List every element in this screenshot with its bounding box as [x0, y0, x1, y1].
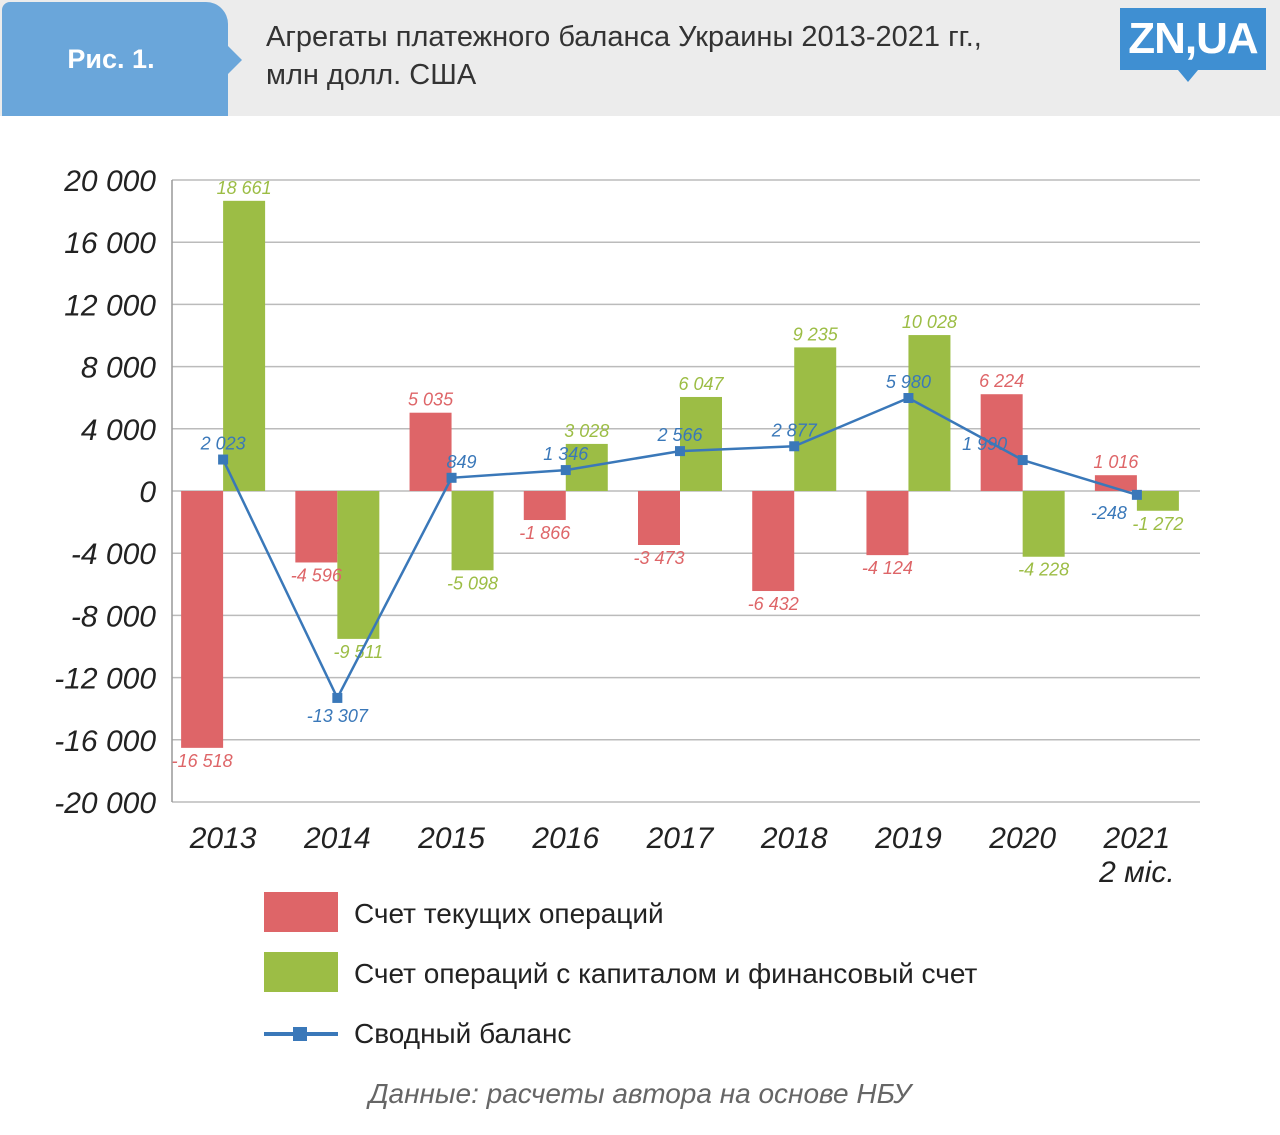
- source-note: Данные: расчеты автора на основе НБУ: [368, 1078, 912, 1109]
- data-label-current: -4 596: [291, 565, 343, 585]
- bar-current: [866, 491, 909, 556]
- data-label-capital: -1 272: [1132, 514, 1183, 534]
- y-tick-label: 16 000: [64, 227, 156, 260]
- x-tick-label: 2021: [1103, 822, 1171, 855]
- y-tick-label: -8 000: [71, 600, 156, 633]
- data-label-balance: 1 346: [543, 444, 589, 464]
- x-tick-label: 2019: [874, 822, 942, 855]
- data-label-current: -6 432: [748, 594, 799, 614]
- zn-ua-logo: ZN,UA: [1120, 8, 1266, 82]
- data-label-balance: 849: [447, 452, 477, 472]
- bar-current: [1094, 475, 1137, 491]
- bar-current: [181, 491, 224, 748]
- balance-point: [675, 446, 685, 457]
- data-label-balance: 2 566: [656, 425, 703, 445]
- bar-current: [295, 491, 338, 563]
- data-label-capital: -9 511: [333, 642, 383, 662]
- legend-label-balance: Сводный баланс: [354, 1018, 572, 1049]
- y-tick-label: -20 000: [54, 787, 156, 820]
- balance-point: [789, 441, 800, 452]
- y-tick-label: -4 000: [71, 538, 156, 571]
- legend-item-current: Счет текущих операций: [264, 892, 1064, 934]
- data-label-capital: 6 047: [678, 374, 724, 394]
- data-label-current: 6 224: [979, 371, 1024, 391]
- data-label-capital: 10 028: [902, 312, 957, 332]
- y-tick-label: 20 000: [63, 165, 156, 198]
- x-tick-label: 2017: [646, 822, 715, 855]
- legend-item-balance: Сводный баланс: [264, 1012, 1064, 1054]
- balance-point: [1131, 489, 1142, 500]
- legend-label-capital: Счет операций с капиталом и финансовый с…: [354, 958, 978, 989]
- x-tick-label: 2020: [988, 822, 1056, 855]
- data-label-capital: 3 028: [564, 421, 609, 441]
- legend-item-capital: Счет операций с капиталом и финансовый с…: [264, 952, 1064, 994]
- bar-current: [638, 491, 680, 546]
- chart-title-line-2: млн долл. США: [266, 59, 477, 91]
- data-label-balance: -248: [1091, 503, 1127, 523]
- bar-capital: [337, 491, 380, 639]
- data-label-capital: 18 661: [217, 178, 272, 198]
- data-label-balance: -13 307: [307, 706, 369, 726]
- legend-swatch-capital: [264, 952, 338, 992]
- balance-point: [903, 393, 914, 404]
- x-tick-label: 2018: [760, 822, 828, 855]
- data-label-current: -3 473: [633, 548, 684, 568]
- y-tick-label: -12 000: [54, 663, 156, 696]
- bar-capital: [794, 347, 837, 491]
- bar-current: [752, 491, 795, 592]
- y-tick-label: 4 000: [81, 414, 156, 447]
- data-label-balance: 2 877: [771, 420, 818, 440]
- y-tick-label: 8 000: [81, 352, 156, 385]
- data-label-capital: -5 098: [447, 573, 498, 593]
- balance-point: [446, 472, 457, 483]
- data-label-current: -1 866: [519, 523, 571, 543]
- data-label-balance: 2 023: [200, 434, 246, 454]
- bar-capital: [908, 335, 951, 491]
- chart-title: Агрегаты платежного баланса Украины 2013…: [266, 18, 1096, 94]
- legend-swatch-balance: [264, 1027, 338, 1041]
- x-tick-sublabel: 2 міс.: [1098, 856, 1175, 889]
- x-tick-label: 2015: [417, 822, 485, 855]
- header-band: Рис. 1. Агрегаты платежного баланса Укра…: [0, 0, 1280, 116]
- balance-point: [332, 692, 343, 703]
- bar-current: [523, 491, 566, 521]
- data-label-balance: 1 990: [962, 434, 1007, 454]
- x-tick-label: 2016: [531, 822, 599, 855]
- x-tick-label: 2013: [189, 822, 257, 855]
- bar-capital: [1136, 491, 1179, 511]
- y-tick-label: 0: [139, 476, 156, 509]
- bar-capital: [223, 200, 266, 491]
- data-label-balance: 5 980: [886, 372, 931, 392]
- y-tick-label: 12 000: [64, 289, 156, 322]
- chart-title-line-1: Агрегаты платежного баланса Украины 2013…: [266, 21, 982, 53]
- x-tick-label: 2014: [303, 822, 371, 855]
- legend-label-current: Счет текущих операций: [354, 898, 664, 929]
- balance-point: [218, 454, 229, 465]
- data-label-current: 5 035: [408, 390, 454, 410]
- bar-current: [409, 412, 452, 491]
- bar-capital: [680, 396, 722, 491]
- bar-current: [980, 394, 1023, 491]
- balance-point: [560, 465, 571, 476]
- data-label-current: -4 124: [862, 558, 913, 578]
- data-label-capital: -4 228: [1018, 560, 1069, 580]
- figure-badge: Рис. 1.: [2, 2, 242, 116]
- balance-point: [1017, 455, 1028, 466]
- data-label-capital: 9 235: [793, 324, 839, 344]
- y-tick-label: -16 000: [54, 725, 156, 758]
- data-label-current: 1 016: [1093, 452, 1139, 472]
- bar-capital: [1022, 491, 1065, 557]
- data-label-current: -16 518: [172, 751, 233, 771]
- bar-capital: [451, 491, 494, 571]
- legend-swatch-current: [264, 892, 338, 932]
